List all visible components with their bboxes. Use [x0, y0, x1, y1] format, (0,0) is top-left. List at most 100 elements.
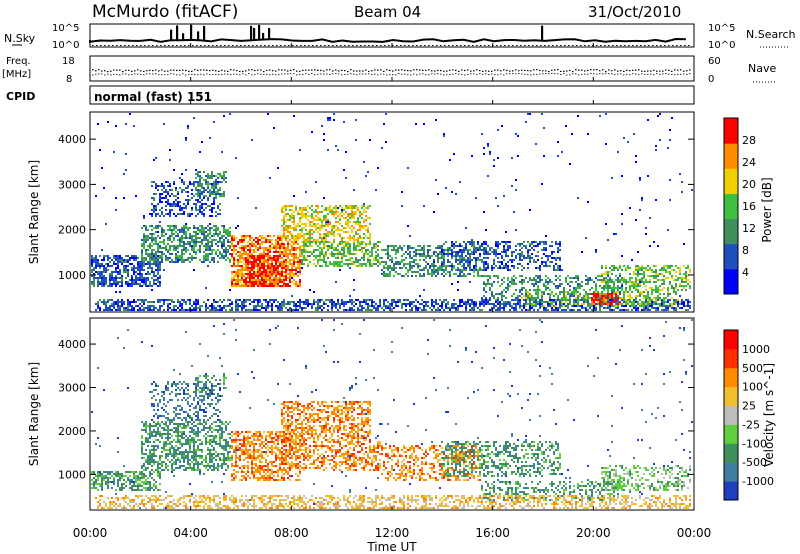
power-cell	[539, 277, 541, 279]
power-cell	[317, 261, 319, 263]
freq-dot	[653, 69, 655, 72]
power-cell	[349, 253, 351, 255]
power-cell	[199, 229, 201, 231]
power-cell	[207, 255, 209, 257]
power-cell	[387, 301, 389, 303]
power-cell	[415, 251, 417, 253]
power-cell	[489, 297, 491, 299]
power-cell	[101, 167, 103, 169]
power-cell	[487, 143, 489, 145]
power-cell	[101, 263, 103, 265]
power-cell	[485, 291, 487, 293]
power-cell	[309, 261, 311, 263]
freq-dot	[575, 69, 577, 71]
power-cell	[449, 271, 451, 273]
nsky-bar	[253, 27, 256, 40]
power-cell	[481, 297, 483, 299]
power-cell	[367, 305, 369, 307]
power-cell	[321, 309, 323, 311]
power-cell	[237, 271, 239, 273]
power-cell	[395, 301, 397, 303]
power-cell	[271, 263, 273, 265]
power-cell	[299, 249, 301, 251]
power-cell	[163, 253, 165, 255]
power-cell	[401, 305, 403, 307]
power-cell	[315, 225, 317, 227]
power-cell	[289, 269, 291, 271]
power-cell	[215, 197, 217, 199]
power-cell	[341, 225, 343, 227]
power-cell	[293, 259, 295, 261]
power-cell	[323, 301, 325, 303]
power-cell	[201, 207, 203, 209]
nsearch-dot	[520, 45, 522, 46]
power-cell	[335, 263, 337, 265]
power-cell	[377, 309, 379, 311]
power-cell	[503, 245, 505, 247]
nave-dot	[473, 73, 475, 75]
power-cell	[349, 245, 351, 247]
power-cell	[237, 261, 239, 263]
power-cell	[147, 263, 149, 265]
power-cell	[169, 189, 171, 191]
power-cell	[113, 279, 115, 281]
power-cell	[459, 251, 461, 253]
power-cell	[209, 261, 211, 263]
power-cell	[181, 249, 183, 251]
power-cell	[555, 241, 557, 243]
power-cell	[525, 309, 527, 311]
power-cell	[311, 245, 313, 247]
power-cell	[253, 309, 255, 311]
power-cell	[467, 249, 469, 251]
power-cell	[341, 261, 343, 263]
power-cell	[305, 249, 307, 251]
power-cell	[337, 149, 339, 151]
power-cell	[321, 211, 323, 213]
power-cell	[247, 271, 249, 273]
power-cell	[195, 251, 197, 253]
power-cell	[315, 243, 317, 245]
nsearch-dot	[280, 45, 282, 46]
freq-dot	[680, 69, 682, 71]
power-cell	[347, 205, 349, 207]
power-cell	[289, 205, 291, 207]
power-cell	[361, 305, 363, 307]
power-cell	[187, 195, 189, 197]
power-cell	[287, 269, 289, 271]
power-cell	[153, 305, 155, 307]
power-cell	[475, 261, 477, 263]
power-cell	[99, 309, 101, 311]
freq-dot	[392, 70, 394, 72]
power-cell	[121, 257, 123, 259]
power-cell	[311, 229, 313, 231]
power-cell	[333, 305, 335, 307]
power-cell	[323, 139, 325, 141]
power-cell	[391, 269, 393, 271]
power-cell	[155, 185, 157, 187]
power-cell	[185, 243, 187, 245]
power-cell	[363, 257, 365, 259]
power-cell	[105, 263, 107, 265]
power-cell	[117, 299, 119, 301]
power-cell	[163, 235, 165, 237]
nave-dot	[410, 74, 412, 76]
power-cell	[449, 307, 451, 309]
power-cell	[153, 205, 155, 207]
power-cell	[283, 253, 285, 255]
power-cell	[267, 249, 269, 251]
power-cell	[329, 247, 331, 249]
power-cell	[109, 275, 111, 277]
power-cell	[289, 231, 291, 233]
power-cell	[191, 237, 193, 239]
power-cell	[353, 289, 355, 291]
power-cell	[223, 243, 225, 245]
power-cell	[503, 251, 505, 253]
power-cell	[313, 303, 315, 305]
nsearch-dot	[264, 45, 266, 46]
power-cell	[181, 259, 183, 261]
power-cell	[435, 269, 437, 271]
nave-dot	[680, 73, 682, 75]
power-cell	[327, 241, 329, 243]
power-cell	[275, 247, 277, 249]
power-cell	[179, 305, 181, 307]
